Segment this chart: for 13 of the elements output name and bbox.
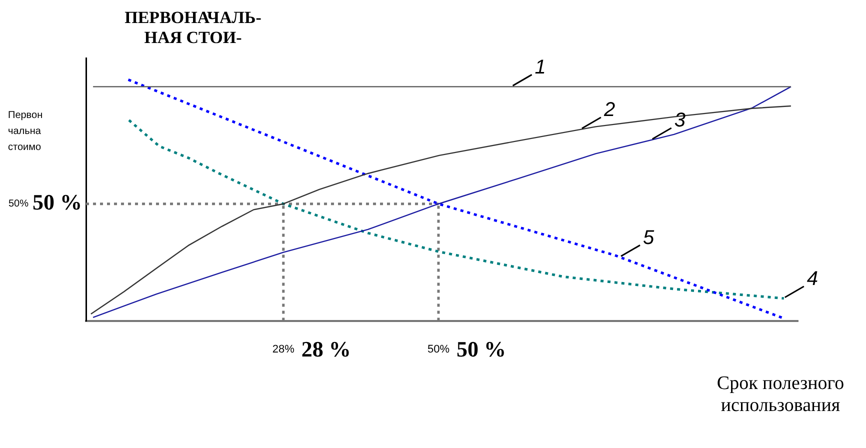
text: Первон чальна стоимо [8, 109, 43, 155]
text: 28 % [301, 336, 351, 362]
x-tick-label: 28% [272, 343, 295, 356]
text: 50% [8, 198, 29, 210]
text: 50 % [32, 190, 82, 215]
series-label: 2 [602, 98, 616, 121]
series-label: 1 [534, 56, 546, 78]
series-label: 3 [674, 110, 686, 132]
x-axis-title: Срок полезного использования [716, 373, 846, 417]
text: 50 % [456, 336, 506, 362]
y-axis-title: ПЕРВОНАЧАЛЬ- НАЯ СТОИ- [124, 8, 262, 48]
series-label: 5 [643, 226, 655, 249]
series-label: 4 [806, 268, 818, 290]
